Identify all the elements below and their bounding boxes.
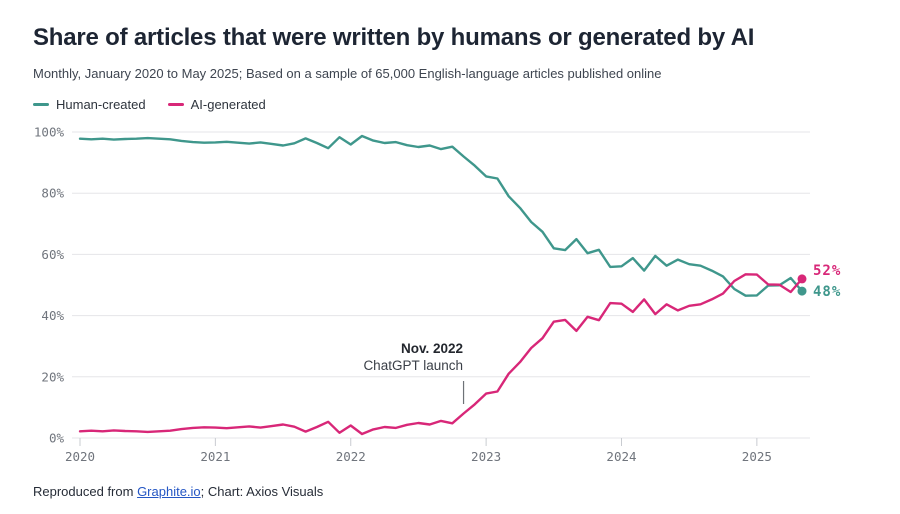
chart-legend: Human-created AI-generated [33, 97, 266, 112]
x-axis-label: 2022 [336, 449, 366, 464]
x-axis-label: 2025 [742, 449, 772, 464]
legend-label-ai: AI-generated [190, 97, 266, 112]
y-axis-label: 60% [41, 247, 64, 262]
graphite-link[interactable]: Graphite.io [137, 484, 201, 499]
x-axis-label: 2020 [65, 449, 95, 464]
x-axis-label: 2024 [606, 449, 636, 464]
human-series-swatch [33, 102, 49, 107]
page-title: Share of articles that were written by h… [33, 24, 755, 51]
grid-layer: 0% 20% 40% 60% 80% 100% 2020 2021 2022 2023 2024 20… [34, 125, 810, 464]
annotation-text: ChatGPT launch [363, 357, 463, 373]
human-line [78, 134, 804, 297]
legend-label-human: Human-created [56, 97, 146, 112]
annotation-date: Nov. 2022 [400, 341, 463, 356]
y-axis-label: 100% [34, 125, 65, 140]
ai-series-swatch [167, 102, 184, 107]
human-end-dot [797, 286, 807, 296]
chatgpt-launch-annotation: Nov. 2022 ChatGPT launch [363, 341, 463, 375]
source-prefix: Reproduced from [33, 484, 138, 499]
series-layer [78, 134, 807, 436]
y-axis-label: 20% [41, 369, 64, 384]
x-axis-label: 2023 [471, 449, 501, 464]
source-suffix: ; Chart: Axios Visuals [200, 484, 324, 499]
x-axis-label: 2021 [200, 449, 230, 464]
y-axis-label: 80% [41, 186, 64, 201]
chart-subtitle: Monthly, January 2020 to May 2025; Based… [33, 66, 662, 81]
y-axis-label: 0% [49, 431, 65, 446]
human-end-value-label: 48% [813, 284, 842, 300]
y-axis-label: 40% [41, 308, 64, 323]
ai-end-value-label: 52% [813, 263, 842, 279]
legend-item-ai: AI-generated [167, 97, 266, 112]
ai-end-dot [797, 274, 807, 284]
legend-item-human: Human-created [33, 97, 146, 112]
source-credit: Reproduced from Graphite.io; Chart: Axio… [33, 484, 323, 499]
